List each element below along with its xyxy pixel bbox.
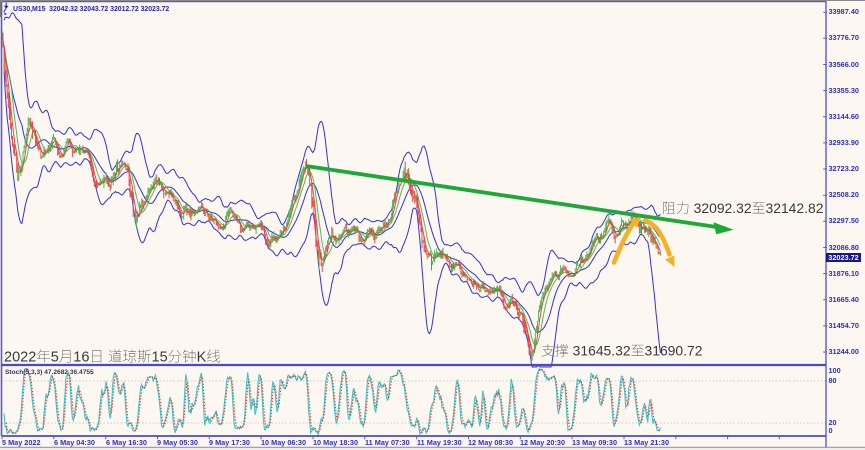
svg-text:32092.32: 32092.32 [690,200,752,216]
svg-text:31690.72: 31690.72 [645,343,703,359]
svg-text:K: K [197,350,207,366]
svg-text:15: 15 [152,350,168,366]
svg-text:5: 5 [51,350,59,366]
svg-text:32142.82: 32142.82 [766,200,824,216]
svg-text:16: 16 [73,350,89,366]
svg-text:31645.32: 31645.32 [569,343,631,359]
svg-text:2022: 2022 [4,350,36,366]
